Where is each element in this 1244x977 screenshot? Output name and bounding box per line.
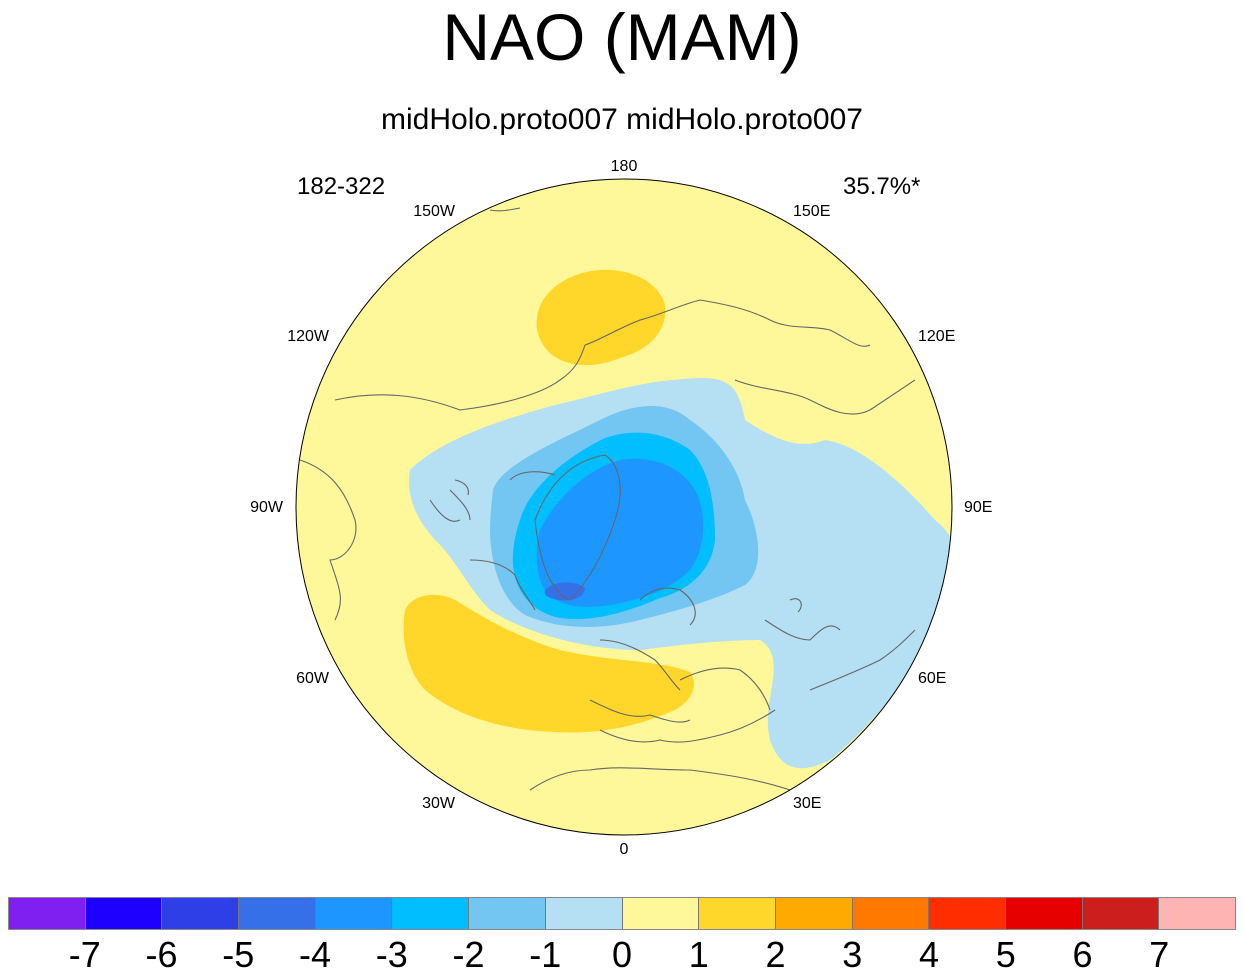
year-range-label: 182-322: [297, 173, 386, 200]
colorbar-swatch: [392, 898, 470, 929]
variance-explained-label: 35.7%*: [843, 173, 921, 200]
colorbar-tick-label: 7: [1149, 934, 1170, 975]
colorbar-tick-label: 6: [1072, 934, 1093, 975]
plot-subtitle: midHolo.proto007 midHolo.proto007: [381, 103, 863, 136]
lon-label-120E: 120E: [918, 328, 955, 345]
lon-label-30W: 30W: [422, 795, 456, 812]
plot-title: NAO (MAM): [442, 0, 802, 74]
colorbar-swatch: [1159, 898, 1235, 929]
colorbar-tick-label: 0: [611, 934, 633, 975]
colorbar-tick-label: 2: [765, 934, 786, 975]
colorbar-tick-label: -1: [529, 934, 562, 975]
colorbar-swatch: [775, 898, 853, 929]
colorbar-swatch: [469, 898, 546, 929]
coastlines: [299, 207, 916, 791]
lon-label-150E: 150E: [793, 203, 830, 220]
colorbar-tick-label: 4: [918, 934, 940, 975]
colorbar-swatch: [315, 898, 393, 929]
negative-region-level-4: [536, 458, 704, 607]
colorbar-swatch: [1005, 898, 1083, 929]
colorbar-tick-label: -7: [68, 934, 101, 975]
lon-label-60E: 60E: [918, 670, 946, 687]
colorbar-swatch: [622, 898, 700, 929]
lon-label-120W: 120W: [287, 328, 330, 345]
colorbar-swatch: [699, 898, 776, 929]
colorbar-tick-label: -5: [222, 934, 255, 975]
lon-label-90W: 90W: [250, 499, 284, 516]
colorbar-swatch: [9, 898, 86, 929]
colorbar-tick-label: -2: [452, 934, 485, 975]
colorbar-swatch: [85, 898, 163, 929]
colorbar-tick-label: -6: [145, 934, 178, 975]
lon-label-90E: 90E: [964, 499, 992, 516]
colorbar-tick-label: -3: [375, 934, 408, 975]
colorbar-tick-label: -4: [298, 934, 332, 975]
colorbar-tick-label: 1: [688, 934, 709, 975]
colorbar-swatch: [1082, 898, 1160, 929]
map-boundary: [295, 178, 953, 836]
lon-label-60W: 60W: [296, 670, 330, 687]
colorbar-swatch: [545, 898, 623, 929]
colorbar-swatch: [239, 898, 316, 929]
lon-label-30E: 30E: [793, 795, 821, 812]
polar-map: 180 150E 120E 90E 60E 30E 0 30W 60W 90W …: [250, 158, 992, 858]
lon-label-150W: 150W: [413, 203, 456, 220]
north-pacific-high: [536, 269, 666, 366]
colorbar-swatch: [162, 898, 240, 929]
colorbar-tick-label: 5: [995, 934, 1016, 975]
lon-label-180: 180: [611, 158, 638, 175]
colorbar-labels: -7 -6 -5 -4 -3 -2 -1 0 1 2 3 4 5 6 7: [0, 935, 1244, 977]
atlantic-high: [403, 594, 694, 733]
colorbar-swatch: [852, 898, 930, 929]
colorbar: [8, 897, 1236, 930]
lon-label-0: 0: [620, 841, 629, 858]
colorbar-tick-label: 3: [842, 934, 863, 975]
colorbar-swatch: [929, 898, 1006, 929]
map-fill-group: [296, 179, 952, 835]
